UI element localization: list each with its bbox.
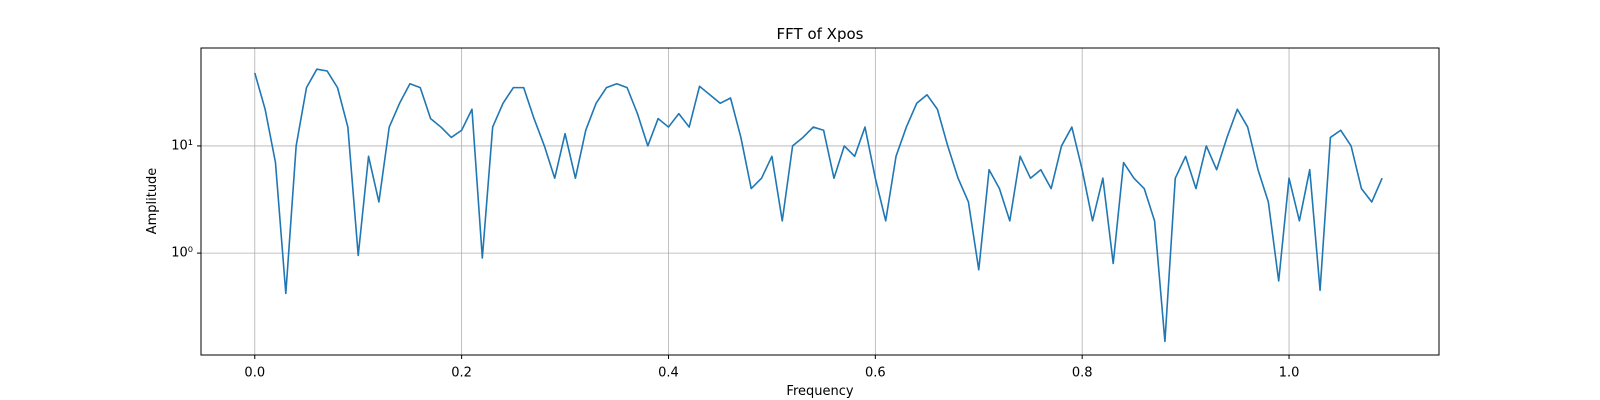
plot-area: 0.0 0.2 0.4 0.6 0.8 1.0 10⁰ 10¹ [171, 48, 1439, 381]
y-tick-label: 10⁰ [171, 246, 193, 261]
x-tick-label: 0.0 [244, 366, 265, 381]
x-tick-label: 0.2 [451, 366, 472, 381]
axes-frame [200, 47, 1440, 356]
x-tick-label: 0.8 [1072, 366, 1093, 381]
y-axis-label: Amplitude [145, 168, 160, 235]
chart-title: FFT of Xpos [777, 25, 864, 43]
x-tick-label: 0.4 [658, 366, 679, 381]
x-axis-label: Frequency [786, 384, 853, 399]
x-tick-label: 0.6 [865, 366, 886, 381]
data-line [254, 68, 1383, 343]
x-tick-label: 1.0 [1279, 366, 1300, 381]
y-tick-label: 10¹ [171, 138, 193, 153]
